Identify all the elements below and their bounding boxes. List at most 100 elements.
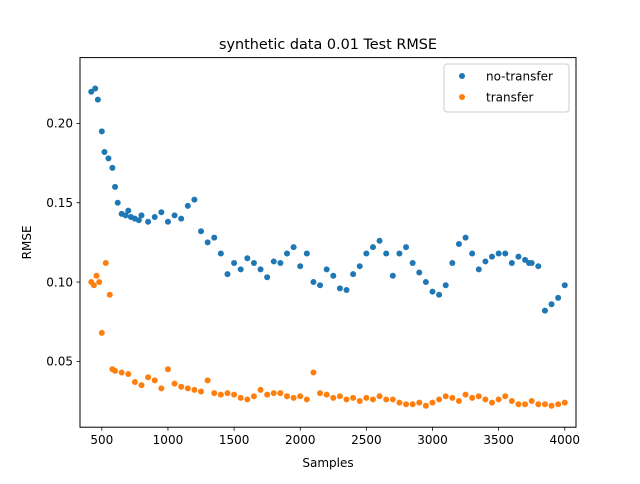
data-point-transfer [356, 398, 363, 405]
data-point-no-transfer [363, 250, 370, 257]
data-point-transfer [297, 393, 304, 400]
data-point-transfer [330, 394, 337, 401]
data-point-no-transfer [257, 266, 264, 273]
data-point-no-transfer [482, 258, 489, 265]
data-point-transfer [284, 393, 290, 400]
data-point-transfer [138, 382, 145, 389]
data-point-transfer [455, 398, 462, 405]
data-point-transfer [535, 401, 542, 408]
data-point-transfer [429, 399, 436, 406]
data-point-no-transfer [528, 260, 535, 267]
data-point-no-transfer [396, 250, 403, 257]
data-point-no-transfer [125, 207, 132, 214]
data-point-transfer [343, 396, 350, 403]
data-point-transfer [436, 396, 443, 403]
data-point-transfer [310, 369, 317, 376]
data-point-transfer [204, 377, 211, 384]
data-point-transfer [264, 391, 271, 398]
data-point-no-transfer [323, 266, 330, 273]
x-tick-label: 3000 [417, 433, 448, 447]
data-point-no-transfer [350, 271, 357, 278]
data-point-no-transfer [310, 279, 317, 286]
y-axis-label: RMSE [20, 225, 34, 259]
data-point-transfer [528, 398, 535, 405]
data-point-no-transfer [336, 285, 343, 292]
data-point-no-transfer [515, 253, 522, 260]
x-axis-label: Samples [302, 456, 353, 470]
data-point-no-transfer [145, 218, 152, 225]
data-point-no-transfer [541, 307, 548, 314]
data-point-no-transfer [171, 212, 178, 219]
data-point-transfer [555, 401, 562, 408]
data-point-transfer [508, 398, 515, 405]
data-point-transfer [98, 329, 105, 336]
data-point-no-transfer [98, 128, 105, 135]
data-point-transfer [125, 371, 132, 378]
data-point-transfer [489, 399, 496, 406]
data-point-no-transfer [164, 218, 171, 225]
data-point-no-transfer [101, 148, 108, 155]
data-point-no-transfer [114, 199, 121, 206]
data-point-transfer [323, 391, 330, 398]
data-point-transfer [389, 396, 396, 403]
data-point-transfer [396, 399, 403, 406]
data-point-transfer [244, 396, 251, 403]
plot-points [88, 85, 568, 409]
data-point-transfer [561, 399, 568, 406]
data-point-transfer [250, 393, 257, 400]
data-point-transfer [502, 393, 509, 400]
data-point-transfer [515, 401, 522, 408]
data-point-transfer [495, 396, 502, 403]
legend-label-no-transfer: no-transfer [486, 70, 553, 84]
data-point-no-transfer [191, 196, 198, 203]
data-point-no-transfer [489, 253, 496, 260]
data-point-transfer [469, 394, 476, 401]
data-point-transfer [376, 393, 383, 400]
data-point-transfer [369, 396, 376, 403]
data-point-transfer [118, 369, 125, 376]
x-tick-label: 1000 [153, 433, 184, 447]
data-point-transfer [416, 399, 423, 406]
y-tick-label: 0.05 [46, 355, 73, 369]
data-point-no-transfer [211, 234, 218, 241]
data-point-no-transfer [508, 260, 515, 267]
legend-marker-no-transfer [459, 73, 465, 79]
data-point-transfer [442, 393, 449, 400]
data-point-no-transfer [297, 263, 304, 270]
legend-box [443, 63, 570, 113]
data-point-no-transfer [94, 96, 101, 103]
legend-marker-transfer [459, 94, 465, 100]
data-point-no-transfer [356, 263, 363, 270]
data-point-transfer [184, 385, 191, 392]
data-point-transfer [541, 401, 548, 408]
data-point-no-transfer [158, 209, 165, 216]
y-tick-label: 0.15 [46, 196, 73, 210]
data-point-transfer [449, 394, 456, 401]
data-point-no-transfer [535, 263, 542, 270]
data-point-transfer [198, 388, 205, 395]
y-tick-label: 0.10 [46, 275, 73, 289]
data-point-transfer [409, 401, 416, 408]
data-point-no-transfer [330, 272, 337, 279]
data-point-transfer [164, 366, 171, 373]
data-point-no-transfer [135, 217, 142, 224]
data-point-transfer [403, 401, 410, 408]
data-point-transfer [131, 378, 138, 385]
data-point-no-transfer [122, 212, 129, 219]
data-point-no-transfer [383, 250, 390, 257]
data-point-no-transfer [112, 183, 119, 190]
data-point-transfer [462, 391, 469, 398]
data-point-no-transfer [303, 250, 310, 257]
data-point-transfer [158, 385, 165, 392]
data-point-transfer [422, 402, 429, 409]
data-point-no-transfer [409, 260, 416, 267]
data-point-no-transfer [389, 272, 396, 279]
x-axis: 500 1000 1500 2000 2500 3000 3500 4000 [90, 427, 580, 447]
data-point-no-transfer [555, 294, 562, 301]
data-point-no-transfer [475, 266, 482, 273]
data-point-no-transfer [416, 269, 423, 276]
data-point-no-transfer [403, 244, 410, 251]
series-no-transfer [88, 85, 568, 314]
